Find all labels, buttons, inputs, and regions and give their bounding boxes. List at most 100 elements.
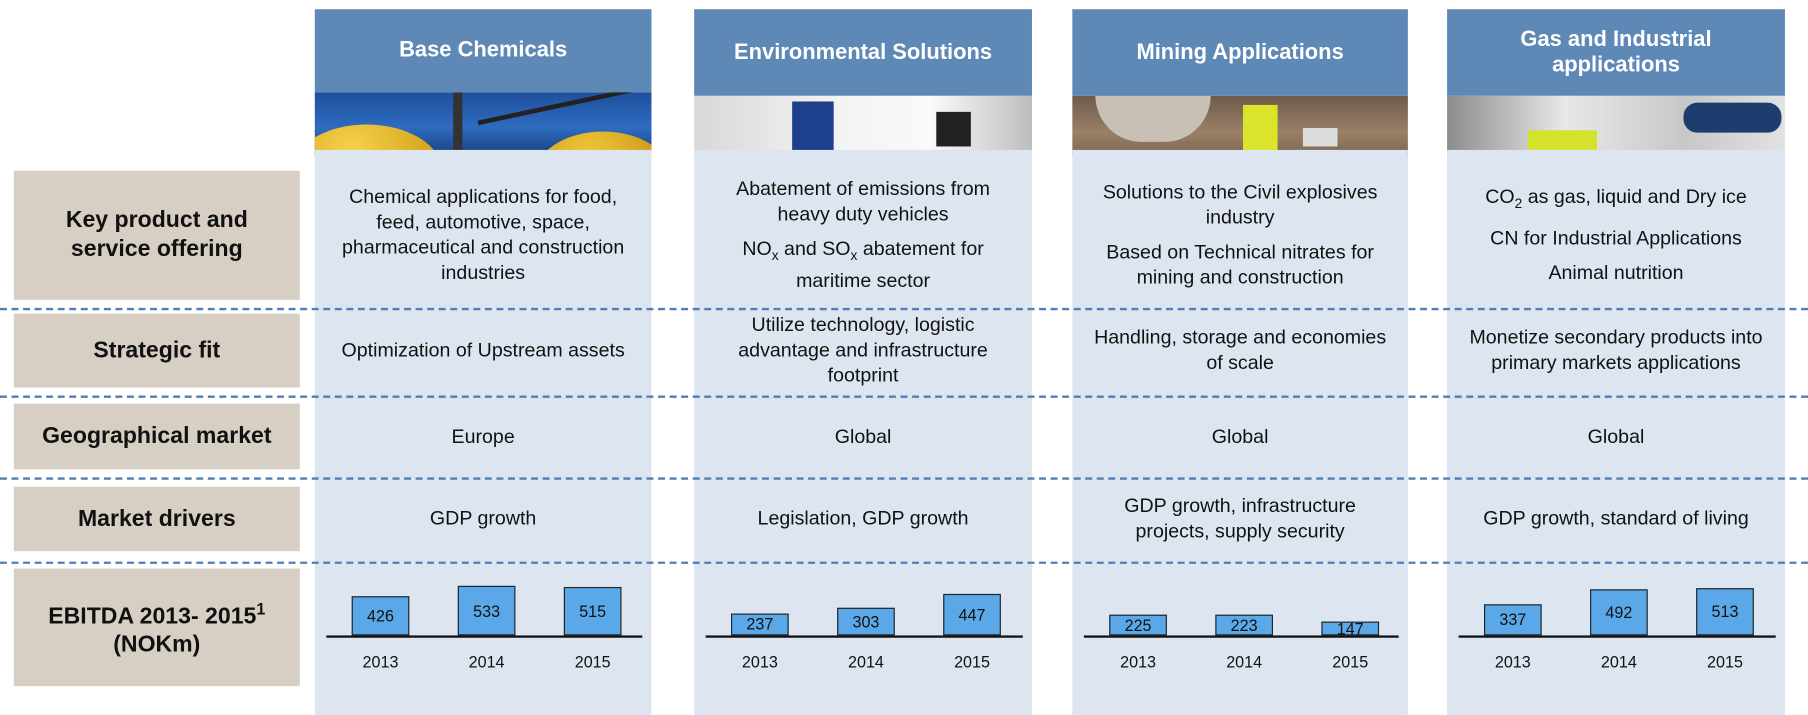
text: Animal nutrition <box>1548 261 1684 284</box>
bar <box>1590 589 1648 636</box>
text: GDP growth <box>429 507 537 530</box>
row-label: Strategic fit <box>13 313 300 388</box>
text: Chemical applications for food, feed, au… <box>342 185 625 284</box>
subscript: 2 <box>1514 195 1523 212</box>
paragraph: CO2 as gas, liquid and Dry ice <box>1485 185 1746 217</box>
bar-value-label: 533 <box>473 601 501 620</box>
cell: GDP growth <box>315 487 652 552</box>
text: CO <box>1485 186 1515 208</box>
year-label: 2013 <box>362 652 399 672</box>
text: Global <box>834 424 892 447</box>
bar <box>563 587 622 636</box>
text: CN for Industrial Applications <box>1490 226 1742 249</box>
text: Utilize technology, logistic advantage a… <box>738 313 988 387</box>
year-label: 2013 <box>741 652 778 672</box>
row-label-text: Key product and service offering <box>39 206 274 264</box>
text: abatement for maritime sector <box>796 237 984 292</box>
text: Monetize secondary products into primary… <box>1469 326 1763 374</box>
superscript: 1 <box>256 599 266 618</box>
bar-value-label: 337 <box>1499 610 1527 629</box>
cell: Legislation, GDP growth <box>694 487 1032 552</box>
bar <box>731 613 789 636</box>
paragraph: Abatement of emissions from heavy duty v… <box>710 177 1016 228</box>
column-header: Environmental Solutions <box>694 9 1032 96</box>
separator <box>0 477 1808 480</box>
separator <box>0 395 1808 398</box>
cell: Utilize technology, logistic advantage a… <box>694 314 1032 388</box>
text: GDP growth, standard of living <box>1483 507 1749 530</box>
cell: Chemical applications for food, feed, au… <box>315 171 652 300</box>
cell: Monetize secondary products into primary… <box>1447 314 1785 388</box>
separator <box>0 307 1808 311</box>
cell: Solutions to the Civil explosives indust… <box>1072 171 1408 300</box>
column-header: Gas and Industrial applications <box>1447 9 1785 96</box>
text: Global <box>1211 424 1269 447</box>
cell: Global <box>694 404 1032 470</box>
text: Key product and service offering <box>65 207 248 262</box>
bar <box>457 585 516 636</box>
text: Based on Technical nitrates for mining a… <box>1106 241 1374 289</box>
year-label: 2014 <box>468 652 505 672</box>
text: Optimization of Upstream assets <box>341 339 625 361</box>
text: Legislation, GDP growth <box>757 507 969 530</box>
year-label: 2014 <box>847 652 884 672</box>
cell: Global <box>1072 404 1408 470</box>
bar <box>1696 587 1754 636</box>
bar-value-label: 513 <box>1711 602 1739 621</box>
axis-line <box>705 635 1023 638</box>
row-label-text: EBITDA 2013- 20151 (NOKm) <box>39 595 274 660</box>
bar <box>837 607 895 636</box>
bar <box>351 595 410 636</box>
row-label-text: Strategic fit <box>93 336 220 365</box>
row-label: Market drivers <box>13 486 300 552</box>
bar-value-label: 237 <box>746 615 774 634</box>
photo <box>694 95 1032 157</box>
cell: Abatement of emissions from heavy duty v… <box>694 171 1032 300</box>
row-label: Geographical market <box>13 403 300 470</box>
year-label: 2015 <box>954 652 990 672</box>
text: NO <box>742 237 772 260</box>
separator <box>0 561 1808 564</box>
year-label: 2013 <box>1120 652 1157 672</box>
cell: Optimization of Upstream assets <box>315 314 652 388</box>
cell: Global <box>1447 404 1785 470</box>
text: Strategic fit <box>93 337 221 363</box>
bar-value-label: 147 <box>1336 619 1364 638</box>
text: (NOKm) <box>113 632 201 658</box>
cell: Handling, storage and economies of scale <box>1072 314 1408 388</box>
text: EBITDA 2013- 2015 <box>48 603 257 629</box>
paragraph: Chemical applications for food, feed, au… <box>331 185 635 286</box>
text: Handling, storage and economies of scale <box>1094 326 1387 374</box>
paragraph: CN for Industrial Applications <box>1490 226 1742 251</box>
text: as gas, liquid and Dry ice <box>1522 186 1747 208</box>
text: Geographical market <box>42 423 272 449</box>
cell: Europe <box>315 404 652 470</box>
year-label: 2015 <box>1332 652 1369 672</box>
subscript: x <box>850 247 858 264</box>
photo <box>1072 95 1408 157</box>
paragraph: NOx and SOx abatement for maritime secto… <box>710 237 1016 294</box>
text: GDP growth, infrastructure projects, sup… <box>1124 494 1356 543</box>
bar-value-label: 303 <box>852 612 880 631</box>
cell: CO2 as gas, liquid and Dry ice CN for Ind… <box>1447 171 1785 300</box>
text: Solutions to the Civil explosives indust… <box>1102 181 1378 229</box>
cell: GDP growth, standard of living <box>1447 487 1785 552</box>
bar-value-label: 223 <box>1230 615 1258 635</box>
photo <box>314 92 652 157</box>
subscript: x <box>771 247 779 264</box>
text: Europe <box>451 424 515 447</box>
year-label: 2014 <box>1226 652 1263 672</box>
year-label: 2015 <box>1707 652 1743 672</box>
axis-line <box>1083 635 1399 638</box>
photo <box>1447 95 1785 157</box>
bar-value-label: 492 <box>1605 603 1633 622</box>
bar-value-label: 447 <box>958 605 986 624</box>
column-header: Mining Applications <box>1072 9 1408 96</box>
year-label: 2013 <box>1494 652 1531 672</box>
text: Abatement of emissions from heavy duty v… <box>736 177 990 226</box>
text: Global <box>1587 424 1645 447</box>
row-label-text: Market drivers <box>78 505 236 534</box>
bar <box>943 593 1001 636</box>
text: Market drivers <box>77 505 236 532</box>
